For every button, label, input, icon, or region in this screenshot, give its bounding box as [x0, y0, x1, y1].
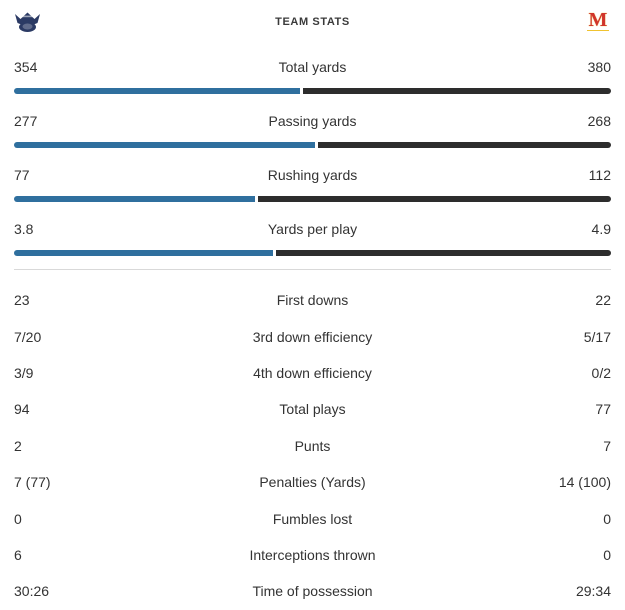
- right-team-value: 5/17: [583, 328, 611, 345]
- stat-values-line: 3.8 Yards per play 4.9: [14, 219, 611, 239]
- right-team-value: 380: [587, 59, 611, 75]
- right-team-value: 29:34: [575, 583, 611, 600]
- right-team-value: 14 (100): [558, 474, 611, 491]
- team-stats-header: TEAM STATS M: [0, 0, 625, 44]
- left-team-value: 3.8: [14, 221, 34, 237]
- left-team-bar: [14, 88, 300, 94]
- stat-label: Fumbles lost: [272, 510, 353, 527]
- maryland-banner-icon: [587, 29, 609, 34]
- section-divider: [14, 269, 611, 270]
- right-team-value: 0: [603, 510, 611, 527]
- left-team-value: 3/9: [14, 364, 34, 381]
- left-team-value: 7 (77): [14, 474, 51, 491]
- right-team-value: 112: [588, 167, 611, 183]
- left-team-value: 30:26: [14, 583, 50, 600]
- left-team-value: 2: [14, 437, 22, 454]
- stat-row: 30:26 Time of possession 29:34: [0, 573, 625, 609]
- stat-bar-row: 77 Rushing yards 112: [0, 152, 625, 206]
- right-team-logo: M: [585, 8, 611, 34]
- stat-label: Time of possession: [252, 583, 373, 600]
- right-team-value: 22: [595, 292, 611, 309]
- stat-label: Yards per play: [267, 221, 358, 237]
- stat-row: 2 Punts 7: [0, 428, 625, 464]
- comparison-bar: [14, 250, 611, 256]
- stat-values-line: 77 Rushing yards 112: [14, 165, 611, 185]
- left-team-value: 77: [14, 167, 30, 183]
- stat-values-line: 277 Passing yards 268: [14, 111, 611, 131]
- right-team-bar: [275, 250, 611, 256]
- right-team-bar: [258, 196, 611, 202]
- stat-label: Total plays: [279, 401, 346, 418]
- crown-crest-icon: [15, 12, 40, 32]
- right-team-value: 0/2: [591, 364, 611, 381]
- left-team-value: 23: [14, 292, 30, 309]
- left-team-value: 94: [14, 401, 30, 418]
- stat-label: Passing yards: [268, 113, 357, 129]
- right-team-value: 0: [603, 546, 611, 563]
- stat-label: 4th down efficiency: [253, 364, 372, 381]
- left-team-bar: [14, 250, 273, 256]
- left-team-bar: [14, 196, 256, 202]
- right-team-value: 268: [587, 113, 611, 129]
- panel-title: TEAM STATS: [275, 16, 350, 28]
- left-team-logo: [14, 11, 41, 33]
- stat-label: First downs: [276, 292, 349, 309]
- right-team-value: 7: [603, 437, 611, 454]
- stat-label: Interceptions thrown: [249, 546, 376, 563]
- stat-label: 3rd down efficiency: [252, 328, 373, 345]
- stat-row: 6 Interceptions thrown 0: [0, 537, 625, 573]
- bar-rows: 354 Total yards 380 277 Passing yards 26…: [0, 44, 625, 260]
- stat-label: Rushing yards: [267, 167, 358, 183]
- stat-label: Punts: [294, 437, 331, 454]
- left-team-value: 6: [14, 546, 22, 563]
- comparison-bar: [14, 142, 611, 148]
- stat-label: Total yards: [278, 59, 347, 75]
- left-team-value: 277: [14, 113, 38, 129]
- stat-bar-row: 354 Total yards 380: [0, 44, 625, 98]
- stat-label: Penalties (Yards): [259, 474, 366, 491]
- stat-row: 23 First downs 22: [0, 282, 625, 318]
- stat-bar-row: 3.8 Yards per play 4.9: [0, 206, 625, 260]
- right-team-value: 4.9: [591, 221, 611, 237]
- left-team-value: 0: [14, 510, 22, 527]
- right-team-value: 77: [595, 401, 611, 418]
- plain-rows: 23 First downs 22 7/20 3rd down efficien…: [0, 282, 625, 610]
- stat-row: 7 (77) Penalties (Yards) 14 (100): [0, 464, 625, 500]
- comparison-bar: [14, 88, 611, 94]
- right-team-bar: [318, 142, 611, 148]
- stat-row: 7/20 3rd down efficiency 5/17: [0, 318, 625, 354]
- left-team-bar: [14, 142, 316, 148]
- left-team-value: 7/20: [14, 328, 42, 345]
- right-team-bar: [302, 88, 611, 94]
- stat-values-line: 354 Total yards 380: [14, 57, 611, 77]
- stat-row: 0 Fumbles lost 0: [0, 500, 625, 536]
- stat-bar-row: 277 Passing yards 268: [0, 98, 625, 152]
- maryland-m-icon: M: [588, 8, 608, 31]
- left-team-value: 354: [14, 59, 38, 75]
- stat-row: 94 Total plays 77: [0, 391, 625, 427]
- comparison-bar: [14, 196, 611, 202]
- stat-row: 3/9 4th down efficiency 0/2: [0, 355, 625, 391]
